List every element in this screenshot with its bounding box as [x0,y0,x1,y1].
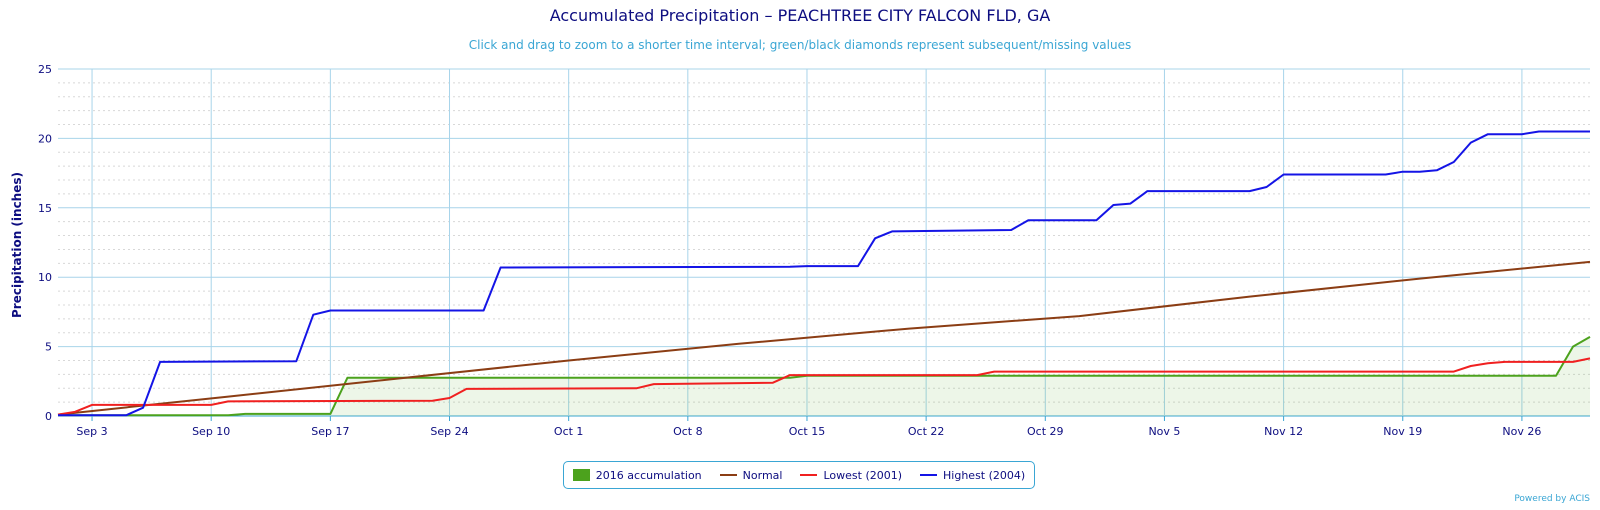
legend-item-lowest[interactable]: Lowest (2001) [800,469,902,482]
x-tick-label: Nov 12 [1264,425,1303,438]
y-tick-label: 15 [38,202,52,215]
x-tick-label: Nov 5 [1148,425,1180,438]
chart-title: Accumulated Precipitation – PEACHTREE CI… [549,6,1051,25]
series-line-2016-accumulation[interactable] [58,336,1591,417]
x-tick-label: Oct 22 [908,425,945,438]
legend-item-highest[interactable]: Highest (2004) [920,469,1025,482]
legend-swatch-normal [719,474,737,476]
series-line-normal[interactable] [57,260,1591,416]
legend-label-highest: Highest (2004) [943,468,1026,482]
x-tick-label: Sep 17 [311,425,349,438]
legend: 2016 accumulation Normal Lowest (2001) H… [563,461,1035,489]
chart-subtitle: Click and drag to zoom to a shorter time… [468,38,1132,52]
axis-layer: 0 5 10 15 20 25 Sep 3 Sep 10 Sep 17 Sep 24 Oct 1 Oc… [38,63,1541,438]
x-tick-label: Nov 19 [1383,425,1422,438]
x-tick-label: Sep 3 [76,425,107,438]
x-tick-label: Oct 15 [789,425,826,438]
x-tick-label: Nov 26 [1502,425,1541,438]
x-tick-label: Oct 1 [554,425,584,438]
y-tick-label: 20 [38,132,52,145]
y-tick-label: 0 [45,410,52,423]
series-layer [57,130,1591,417]
series-line-highest-2004[interactable] [58,130,1590,417]
legend-item-2016[interactable]: 2016 accumulation [572,468,702,482]
x-tick-label: Oct 29 [1027,425,1064,438]
y-tick-label: 5 [45,341,52,354]
x-tick-label: Sep 10 [192,425,230,438]
legend-label-2016: 2016 accumulation [595,468,702,482]
x-tick-label: Oct 8 [673,425,703,438]
y-tick-label: 25 [38,63,52,76]
credit-link[interactable]: Powered by ACIS [1514,494,1590,504]
x-tick-label: Sep 24 [430,425,468,438]
grid-layer [58,68,1590,417]
legend-item-normal[interactable]: Normal [719,468,783,482]
series-line-lowest-2001[interactable] [57,357,1591,416]
legend-swatch-2016 [572,469,590,481]
legend-label-lowest: Lowest (2001) [823,468,903,482]
legend-swatch-highest [920,474,938,476]
legend-label-normal: Normal [742,468,783,482]
legend-swatch-lowest [800,474,818,476]
y-tick-label: 10 [38,271,52,284]
